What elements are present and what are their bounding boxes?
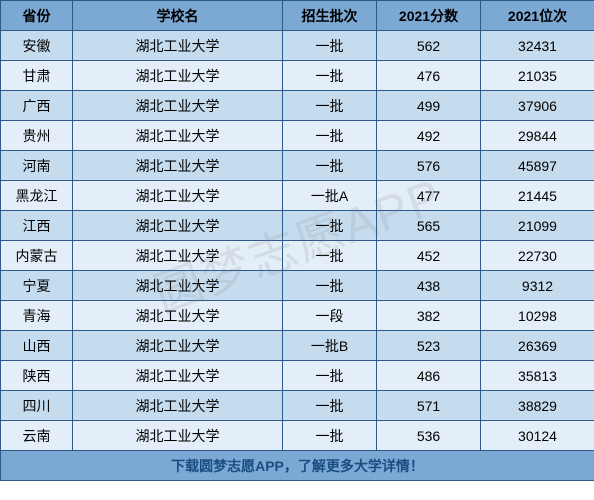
table-cell: 湖北工业大学 (73, 331, 283, 361)
table-header-row: 省份 学校名 招生批次 2021分数 2021位次 (1, 1, 594, 31)
header-province: 省份 (1, 1, 73, 31)
table-cell: 523 (377, 331, 481, 361)
table-row: 贵州湖北工业大学一批49229844 (1, 121, 594, 151)
table-cell: 湖北工业大学 (73, 421, 283, 451)
table-cell: 一段 (283, 301, 377, 331)
table-footer-row: 下载圆梦志愿APP，了解更多大学详情！ (1, 451, 594, 481)
table-cell: 21099 (481, 211, 594, 241)
table-cell: 黑龙江 (1, 181, 73, 211)
table-cell: 宁夏 (1, 271, 73, 301)
header-rank: 2021位次 (481, 1, 594, 31)
header-school: 学校名 (73, 1, 283, 31)
table-cell: 10298 (481, 301, 594, 331)
table-cell: 21035 (481, 61, 594, 91)
table-cell: 9312 (481, 271, 594, 301)
table-cell: 山西 (1, 331, 73, 361)
table-row: 云南湖北工业大学一批53630124 (1, 421, 594, 451)
table-container: 省份 学校名 招生批次 2021分数 2021位次 安徽湖北工业大学一批5623… (0, 0, 594, 481)
table-cell: 477 (377, 181, 481, 211)
footer-text: 下载圆梦志愿APP，了解更多大学详情！ (1, 451, 594, 481)
table-row: 内蒙古湖北工业大学一批45222730 (1, 241, 594, 271)
header-batch: 招生批次 (283, 1, 377, 31)
table-cell: 22730 (481, 241, 594, 271)
table-cell: 湖北工业大学 (73, 151, 283, 181)
table-cell: 广西 (1, 91, 73, 121)
table-cell: 499 (377, 91, 481, 121)
table-row: 安徽湖北工业大学一批56232431 (1, 31, 594, 61)
table-row: 四川湖北工业大学一批57138829 (1, 391, 594, 421)
table-cell: 一批 (283, 91, 377, 121)
table-row: 青海湖北工业大学一段38210298 (1, 301, 594, 331)
table-cell: 一批B (283, 331, 377, 361)
table-cell: 571 (377, 391, 481, 421)
table-cell: 一批 (283, 151, 377, 181)
table-cell: 贵州 (1, 121, 73, 151)
table-cell: 青海 (1, 301, 73, 331)
table-cell: 一批 (283, 271, 377, 301)
table-cell: 湖北工业大学 (73, 31, 283, 61)
table-row: 宁夏湖北工业大学一批4389312 (1, 271, 594, 301)
table-row: 江西湖北工业大学一批56521099 (1, 211, 594, 241)
table-cell: 湖北工业大学 (73, 121, 283, 151)
table-cell: 486 (377, 361, 481, 391)
table-cell: 云南 (1, 421, 73, 451)
table-cell: 安徽 (1, 31, 73, 61)
table-cell: 一批 (283, 241, 377, 271)
table-row: 甘肃湖北工业大学一批47621035 (1, 61, 594, 91)
table-cell: 29844 (481, 121, 594, 151)
table-row: 河南湖北工业大学一批57645897 (1, 151, 594, 181)
table-cell: 甘肃 (1, 61, 73, 91)
table-cell: 湖北工业大学 (73, 361, 283, 391)
table-cell: 576 (377, 151, 481, 181)
table-cell: 河南 (1, 151, 73, 181)
table-cell: 565 (377, 211, 481, 241)
table-row: 山西湖北工业大学一批B52326369 (1, 331, 594, 361)
table-cell: 陕西 (1, 361, 73, 391)
table-cell: 湖北工业大学 (73, 91, 283, 121)
table-cell: 382 (377, 301, 481, 331)
table-cell: 湖北工业大学 (73, 301, 283, 331)
table-cell: 492 (377, 121, 481, 151)
table-cell: 452 (377, 241, 481, 271)
table-cell: 38829 (481, 391, 594, 421)
table-cell: 一批 (283, 211, 377, 241)
table-cell: 45897 (481, 151, 594, 181)
table-cell: 21445 (481, 181, 594, 211)
table-row: 陕西湖北工业大学一批48635813 (1, 361, 594, 391)
table-row: 广西湖北工业大学一批49937906 (1, 91, 594, 121)
table-cell: 一批 (283, 31, 377, 61)
table-cell: 476 (377, 61, 481, 91)
table-cell: 536 (377, 421, 481, 451)
table-cell: 湖北工业大学 (73, 391, 283, 421)
table-cell: 湖北工业大学 (73, 241, 283, 271)
table-cell: 内蒙古 (1, 241, 73, 271)
table-cell: 湖北工业大学 (73, 271, 283, 301)
table-cell: 35813 (481, 361, 594, 391)
table-cell: 湖北工业大学 (73, 181, 283, 211)
table-cell: 一批 (283, 121, 377, 151)
table-row: 黑龙江湖北工业大学一批A47721445 (1, 181, 594, 211)
table-cell: 四川 (1, 391, 73, 421)
table-cell: 一批 (283, 391, 377, 421)
header-score: 2021分数 (377, 1, 481, 31)
table-cell: 湖北工业大学 (73, 211, 283, 241)
table-cell: 32431 (481, 31, 594, 61)
table-cell: 一批 (283, 61, 377, 91)
table-cell: 一批 (283, 421, 377, 451)
table-cell: 一批A (283, 181, 377, 211)
table-cell: 562 (377, 31, 481, 61)
table-cell: 37906 (481, 91, 594, 121)
table-cell: 江西 (1, 211, 73, 241)
table-cell: 30124 (481, 421, 594, 451)
table-cell: 438 (377, 271, 481, 301)
admission-table: 省份 学校名 招生批次 2021分数 2021位次 安徽湖北工业大学一批5623… (0, 0, 594, 481)
table-cell: 26369 (481, 331, 594, 361)
table-cell: 湖北工业大学 (73, 61, 283, 91)
table-body: 安徽湖北工业大学一批56232431甘肃湖北工业大学一批47621035广西湖北… (1, 31, 594, 451)
table-cell: 一批 (283, 361, 377, 391)
